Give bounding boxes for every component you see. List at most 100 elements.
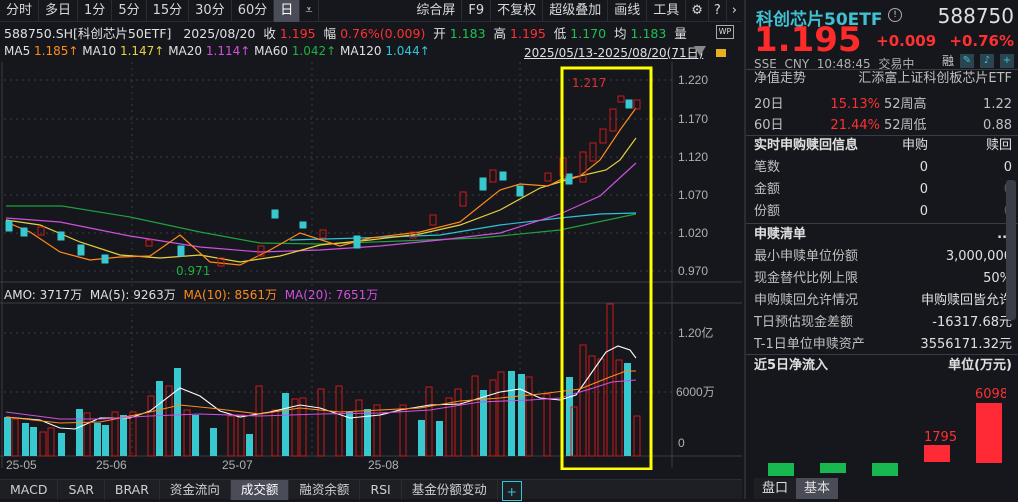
price-tick: 1.170 — [678, 112, 708, 126]
perf-val: 1.22 — [983, 97, 1012, 112]
period-tab-60min[interactable]: 60分 — [232, 0, 275, 22]
f9-button[interactable]: F9 — [462, 0, 492, 22]
ma120-label: MA120 — [340, 44, 382, 58]
perf-period: 60日 — [754, 118, 784, 133]
lock-icon[interactable] — [716, 49, 726, 57]
low-label: 低 — [553, 26, 567, 41]
pencil-icon[interactable]: ✎ — [960, 54, 974, 68]
quote-line: 588750.SH[科创芯片50ETF] 2025/08/20 收 1.195 … — [4, 23, 687, 42]
chevron-right-icon[interactable]: › — [731, 3, 737, 18]
wp-icon[interactable]: WP — [716, 25, 734, 39]
ma120-value: 1.044↑ — [385, 44, 430, 58]
perf-key: 52周高 — [884, 97, 927, 112]
realtime-row: 金额 0 0 — [754, 180, 1012, 200]
fund-fullname: 汇添富上证科创板芯片ETF — [858, 71, 1012, 86]
tab-orderbook[interactable]: 盘口 — [754, 478, 797, 499]
period-tab-30min[interactable]: 30分 — [189, 0, 232, 22]
tools-button[interactable]: 工具 — [647, 0, 687, 22]
tab-margin-balance[interactable]: 融资余额 — [289, 480, 361, 500]
tab-sar[interactable]: SAR — [58, 480, 105, 500]
tab-brar[interactable]: BRAR — [105, 480, 160, 500]
draw-line-button[interactable]: 画线 — [608, 0, 648, 22]
row-value: 申购赎回皆允许 — [920, 293, 1012, 308]
no-adjust-button[interactable]: 不复权 — [491, 0, 544, 22]
tab-macd[interactable]: MACD — [0, 480, 59, 500]
period-tab-fenshi[interactable]: 分时 — [0, 0, 40, 22]
price-tick: 1.120 — [678, 150, 708, 164]
period-tab-daily[interactable]: 日 — [274, 0, 301, 22]
x-label: 25-05 — [6, 458, 37, 470]
info-panel: 科创芯片50ETF ! 588750 1.195 +0.009 +0.76% S… — [744, 0, 1018, 499]
scrollbar[interactable] — [1006, 180, 1016, 320]
avg-label: 均 — [614, 26, 627, 41]
fund-title: 科创芯片50ETF — [756, 10, 883, 30]
row-value: -16317.68元 — [932, 315, 1012, 330]
amo-ma20: MA(20): 7651万 — [284, 288, 379, 302]
chart-panel: 分时 多日 1分 5分 15分 30分 60分 日 ⩡ 综合屏 F9 不复权 超… — [0, 0, 742, 501]
row-b: 0 — [1003, 160, 1012, 175]
highlight-box — [560, 66, 653, 470]
date-range-selector[interactable]: 2025/05/13-2025/08/20(71日) — [524, 46, 704, 60]
ma10-label: MA10 — [82, 44, 117, 58]
row-key: T日预估现金差额 — [754, 315, 853, 330]
row-key: T-1日单位申赎资产 — [754, 337, 865, 352]
indicator-tabs: MACD SAR BRAR 资金流向 成交额 融资余额 RSI 基金份额变动 + — [0, 479, 742, 501]
gear-icon[interactable]: ⚙ — [686, 0, 709, 22]
exchange: SSE — [754, 57, 777, 71]
triangle-down-icon[interactable] — [694, 46, 706, 56]
tab-basic[interactable]: 基本 — [796, 478, 839, 499]
realtime-row: 份额 0 0 — [754, 202, 1012, 222]
current-price: 1.195 — [754, 20, 862, 60]
nav-row[interactable]: 净值走势 汇添富上证科创板芯片ETF — [754, 69, 1012, 89]
close-value: 1.195 — [279, 26, 316, 41]
amo-ma10: MA(10): 8561万 — [183, 288, 278, 302]
quote-time: 10:48:45 — [816, 57, 871, 71]
composite-screen-button[interactable]: 综合屏 — [410, 0, 463, 22]
volume-tick: 1.20亿 — [678, 325, 713, 340]
ma20-value: 1.114↑ — [205, 44, 251, 58]
price-tick: 0.970 — [678, 264, 708, 278]
market-meta: SSE CNY 10:48:45 交易中 — [754, 55, 914, 72]
perf-val: 0.88 — [983, 118, 1012, 133]
trade-status: 交易中 — [878, 57, 915, 71]
tab-capital-flow[interactable]: 资金流向 — [160, 480, 231, 500]
super-overlay-button[interactable]: 超级叠加 — [543, 0, 609, 22]
period-dropdown-icon[interactable]: ⩡ — [300, 0, 319, 22]
quick-actions: 融 ✎ ♪ + — [942, 54, 1014, 68]
row-key: 份额 — [754, 204, 781, 219]
high-label: 高 — [493, 26, 507, 41]
change-pct: +0.76% — [949, 32, 1014, 50]
margin-label: 融 — [941, 54, 954, 68]
tab-turnover[interactable]: 成交额 — [230, 480, 290, 500]
kline-chart[interactable]: 1.220 1.170 1.120 1.070 1.020 0.970 1.20… — [0, 60, 742, 470]
period-tab-5min[interactable]: 5分 — [112, 0, 147, 22]
flow-value: 1795 — [924, 430, 957, 445]
fund-code: 588750 — [937, 4, 1014, 28]
period-tab-1min[interactable]: 1分 — [78, 0, 113, 22]
period-tab-multiday[interactable]: 多日 — [39, 0, 79, 22]
perf-row: 20日 15.13% 52周高 1.22 — [754, 95, 1012, 115]
net-inflow-chart: 1795 6098 — [768, 387, 1006, 476]
x-label: 25-06 — [96, 458, 127, 470]
bell-icon[interactable]: ♪ — [980, 54, 994, 68]
add-icon[interactable]: + — [1000, 54, 1014, 68]
list-row: 现金替代比例上限 50% — [754, 269, 1012, 289]
range-label: 幅 — [323, 26, 337, 41]
info-icon[interactable]: ! — [888, 8, 902, 22]
add-indicator-button[interactable]: + — [501, 481, 522, 501]
volume-label: 量 — [674, 26, 687, 41]
price-tick: 1.020 — [678, 226, 708, 240]
row-value: 50% — [983, 271, 1012, 286]
flow-unit: 单位(万元) — [948, 358, 1012, 373]
price-tick: 1.220 — [678, 73, 708, 87]
help-icon[interactable]: ? — [709, 0, 727, 22]
tab-fund-shares[interactable]: 基金份额变动 — [402, 480, 498, 500]
high-annotation: 1.217 — [572, 76, 606, 90]
tab-rsi[interactable]: RSI — [360, 480, 402, 500]
col-redeem: 赎回 — [985, 138, 1012, 153]
ma60-label: MA60 — [254, 44, 288, 58]
list-row: 申购赎回允许情况 申购赎回皆允许 — [754, 291, 1012, 311]
period-tab-15min[interactable]: 15分 — [147, 0, 190, 22]
symbol-label: 588750.SH[科创芯片50ETF] — [4, 26, 172, 41]
list-row: T-1日单位申赎资产 3556171.32元 — [754, 335, 1012, 355]
